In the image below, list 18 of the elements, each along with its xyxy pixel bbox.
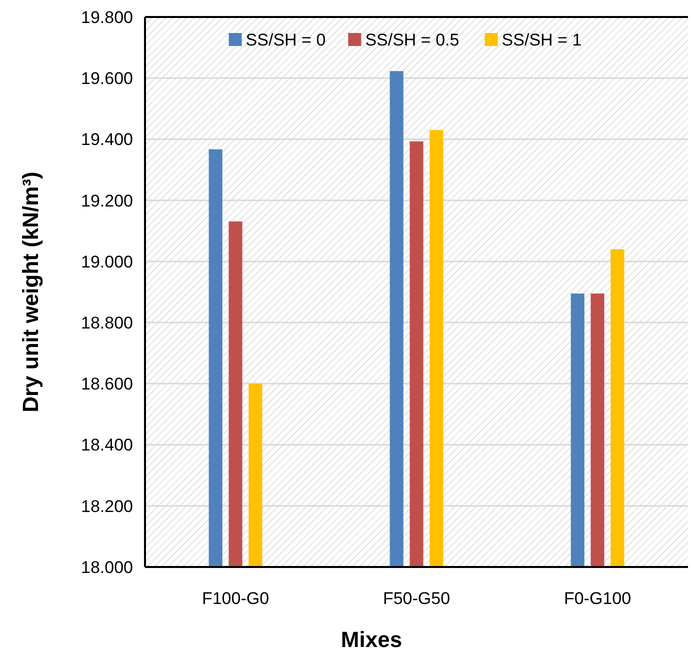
y-tick-label: 18.800 — [81, 314, 133, 333]
y-tick-label: 19.600 — [81, 69, 133, 88]
y-tick-label: 18.000 — [81, 558, 133, 577]
legend-label: SS/SH = 0.5 — [365, 30, 460, 50]
y-tick-label: 19.200 — [81, 191, 133, 210]
y-tick-label: 18.400 — [81, 436, 133, 455]
y-tick-label: 19.800 — [81, 8, 133, 27]
y-tick-label: 19.000 — [81, 252, 133, 272]
x-tick-label: F100-G0 — [202, 589, 270, 608]
x-axis-title: Mixes — [340, 627, 402, 652]
legend-label: SS/SH = 1 — [502, 30, 582, 50]
x-tick-label: F50-G50 — [382, 589, 450, 608]
y-tick-label: 18.200 — [81, 496, 133, 516]
y-tick-label: 18.600 — [81, 374, 133, 394]
y-tick-label: 19.400 — [81, 130, 133, 150]
legend-label: SS/SH = 0 — [246, 30, 326, 50]
y-axis-title: Dry unit weight (kN/m³) — [18, 172, 43, 412]
x-tick-label: F0-G100 — [564, 589, 632, 608]
